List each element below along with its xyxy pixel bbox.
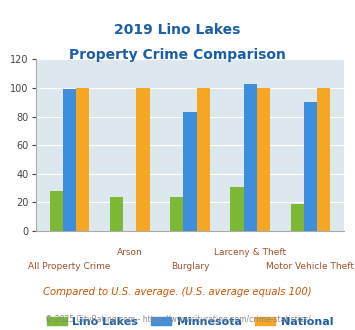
Bar xyxy=(257,88,270,231)
Bar xyxy=(230,187,244,231)
Bar xyxy=(183,112,197,231)
Bar xyxy=(50,191,63,231)
Text: Property Crime Comparison: Property Crime Comparison xyxy=(69,48,286,62)
Text: Burglary: Burglary xyxy=(171,262,209,271)
Bar xyxy=(110,197,123,231)
Bar xyxy=(197,88,210,231)
Bar xyxy=(317,88,330,231)
Text: Arson: Arson xyxy=(117,248,143,257)
Bar xyxy=(136,88,149,231)
Bar xyxy=(170,197,183,231)
Bar xyxy=(63,89,76,231)
Legend: Lino Lakes, Minnesota, National: Lino Lakes, Minnesota, National xyxy=(42,312,338,330)
Text: Compared to U.S. average. (U.S. average equals 100): Compared to U.S. average. (U.S. average … xyxy=(43,287,312,297)
Text: All Property Crime: All Property Crime xyxy=(28,262,111,271)
Text: © 2025 CityRating.com - https://www.cityrating.com/crime-statistics/: © 2025 CityRating.com - https://www.city… xyxy=(45,315,310,324)
Bar xyxy=(304,102,317,231)
Text: Larceny & Theft: Larceny & Theft xyxy=(214,248,286,257)
Bar xyxy=(290,204,304,231)
Bar xyxy=(244,84,257,231)
Text: 2019 Lino Lakes: 2019 Lino Lakes xyxy=(114,23,241,37)
Bar xyxy=(76,88,89,231)
Text: Motor Vehicle Theft: Motor Vehicle Theft xyxy=(267,262,354,271)
